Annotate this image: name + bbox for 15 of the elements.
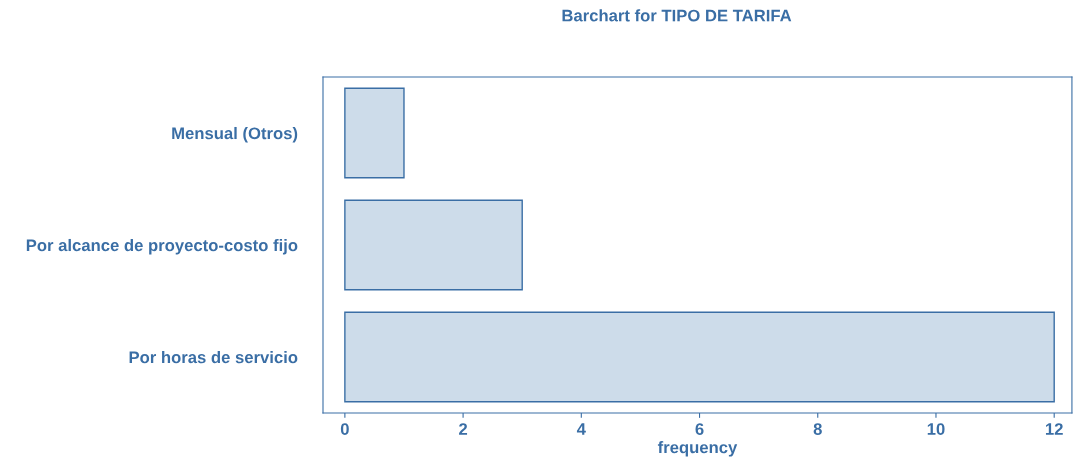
y-tick-label: Por alcance de proyecto-costo fijo [26,238,298,255]
x-tick-label: 8 [813,423,822,435]
y-tick-label: Por horas de servicio [129,350,298,364]
bar [344,87,405,179]
x-tick-label: 4 [576,423,586,435]
x-tick-label: 6 [695,423,704,435]
x-axis-title: frequency [657,441,738,457]
bar [344,199,523,291]
x-tick-label: 2 [459,423,468,435]
y-tick-label: Mensual (Otros) [172,126,298,143]
chart-title: Barchart for TIPO DE TARIFA [562,9,792,22]
x-tick-label: 12 [1045,423,1063,435]
x-tick-label: 10 [927,423,945,435]
bar [344,311,1055,403]
x-tick-label: 0 [340,423,349,435]
